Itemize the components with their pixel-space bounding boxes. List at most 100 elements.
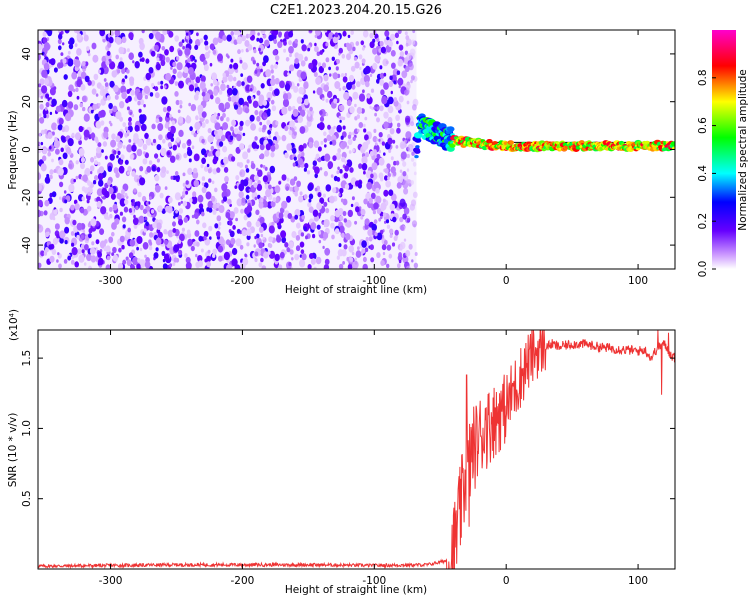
heatmap-cell: [201, 211, 205, 217]
heatmap-cell: [318, 66, 324, 74]
figure-title: C2E1.2023.204.20.15.G26: [270, 3, 442, 18]
heatmap-cell: [365, 236, 369, 242]
heatmap-cell: [192, 191, 197, 198]
heatmap-cell: [274, 253, 281, 262]
heatmap-cell: [364, 65, 371, 74]
heatmap-cell: [217, 245, 224, 253]
heatmap-cell: [271, 221, 275, 226]
heatmap-cell: [187, 238, 193, 247]
heatmap-cell: [321, 97, 325, 101]
heatmap-cell: [244, 253, 247, 258]
heatmap-cell: [96, 146, 102, 154]
heatmap-cell: [175, 137, 180, 143]
heatmap-cell: [220, 83, 226, 91]
heatmap-cell: [172, 228, 177, 233]
heatmap-cell: [141, 57, 145, 63]
heatmap-cell: [128, 252, 134, 259]
heatmap-cell: [294, 192, 298, 197]
heatmap-cell: [38, 209, 42, 218]
heatmap-cell: [312, 160, 317, 167]
heatmap-cell: [99, 109, 106, 118]
heatmap-cell: [376, 207, 382, 215]
heatmap-cell: [373, 219, 378, 225]
heatmap-cell: [300, 39, 304, 44]
heatmap-cell: [256, 62, 260, 67]
heatmap-cell: [412, 30, 416, 34]
heatmap-cell: [82, 174, 88, 182]
heatmap-cell: [383, 121, 389, 129]
heatmap-cell: [369, 105, 372, 109]
heatmap-cell: [119, 141, 122, 145]
heatmap-cell: [331, 139, 337, 146]
heatmap-cell: [181, 227, 185, 232]
heatmap-cell: [284, 242, 289, 248]
heatmap-cell: [38, 199, 43, 207]
heatmap-cell: [138, 108, 142, 113]
heatmap-cell: [402, 161, 407, 167]
heatmap-cell: [386, 224, 391, 229]
heatmap-cell: [87, 52, 91, 57]
heatmap-cell: [193, 132, 197, 138]
heatmap-cell: [394, 229, 399, 236]
heatmap-cell: [370, 173, 374, 179]
heatmap-cell: [64, 199, 68, 204]
heatmap-cell: [81, 186, 86, 192]
heatmap-cell: [171, 120, 176, 125]
heatmap-cell: [271, 105, 277, 112]
heatmap-cell: [404, 139, 407, 144]
heatmap-cell: [263, 55, 269, 63]
heatmap-cell: [350, 30, 355, 35]
heatmap-cell: [144, 94, 148, 100]
heatmap-cell: [53, 86, 57, 90]
heatmap-cell: [412, 104, 417, 111]
heatmap-cell: [346, 99, 352, 107]
heatmap-cell: [169, 263, 173, 268]
heatmap-cell: [236, 36, 243, 45]
heatmap-cell: [380, 89, 385, 96]
heatmap-cell: [133, 223, 138, 229]
heatmap-cell: [122, 122, 127, 128]
heatmap-cell: [148, 245, 153, 251]
heatmap-cell: [130, 199, 134, 203]
heatmap-cell: [263, 112, 267, 117]
heatmap-cell: [282, 93, 289, 100]
heatmap-cell: [392, 68, 399, 77]
heatmap-cell: [230, 95, 237, 103]
heatmap-cell: [258, 94, 265, 102]
heatmap-cell: [309, 30, 313, 33]
spectrogram-y-label: Frequency (Hz): [7, 110, 19, 189]
signal-cell: [415, 145, 420, 149]
heatmap-cell: [268, 86, 273, 92]
heatmap-cell: [312, 233, 316, 239]
heatmap-cell: [297, 53, 304, 62]
heatmap-cell: [43, 53, 47, 58]
heatmap-cell: [313, 266, 317, 269]
heatmap-cell: [161, 96, 168, 105]
heatmap-cell: [174, 192, 181, 201]
heatmap-cell: [44, 176, 51, 184]
heatmap-cell: [238, 191, 244, 199]
heatmap-cell: [148, 67, 154, 74]
heatmap-cell: [403, 207, 410, 215]
heatmap-cell: [67, 50, 71, 55]
heatmap-cell: [218, 221, 222, 226]
heatmap-cell: [129, 239, 136, 247]
heatmap-cell: [356, 114, 360, 119]
heatmap-cell: [363, 123, 366, 128]
heatmap-cell: [255, 209, 260, 216]
heatmap-cell: [160, 80, 164, 85]
heatmap-cell: [272, 49, 278, 56]
heatmap-cell: [308, 113, 311, 117]
heatmap-cell: [190, 245, 195, 252]
heatmap-cell: [398, 252, 402, 258]
heatmap-cell: [193, 153, 200, 162]
heatmap-cell: [384, 175, 388, 181]
heatmap-cell: [199, 38, 204, 43]
heatmap-cell: [178, 100, 183, 105]
heatmap-cell: [244, 40, 250, 47]
heatmap-cell: [389, 228, 394, 235]
heatmap-cell: [354, 103, 357, 108]
heatmap-cell: [316, 51, 320, 57]
heatmap-cell: [307, 183, 314, 192]
heatmap-cell: [126, 259, 132, 266]
